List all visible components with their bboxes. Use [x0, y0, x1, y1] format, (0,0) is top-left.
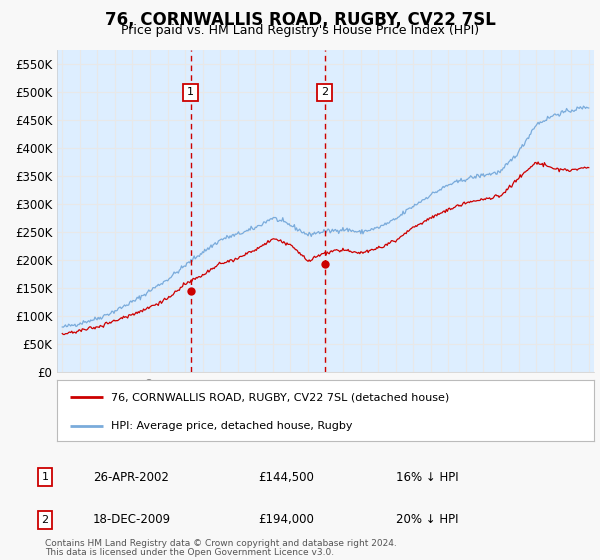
Text: 2: 2	[321, 87, 328, 97]
Text: £194,000: £194,000	[258, 513, 314, 526]
Text: 18-DEC-2009: 18-DEC-2009	[93, 513, 171, 526]
Text: Contains HM Land Registry data © Crown copyright and database right 2024.: Contains HM Land Registry data © Crown c…	[45, 539, 397, 548]
Text: Price paid vs. HM Land Registry's House Price Index (HPI): Price paid vs. HM Land Registry's House …	[121, 24, 479, 36]
Text: £144,500: £144,500	[258, 470, 314, 484]
Text: This data is licensed under the Open Government Licence v3.0.: This data is licensed under the Open Gov…	[45, 548, 334, 557]
Text: 1: 1	[41, 472, 49, 482]
Text: 16% ↓ HPI: 16% ↓ HPI	[396, 470, 458, 484]
Text: 26-APR-2002: 26-APR-2002	[93, 470, 169, 484]
Text: 76, CORNWALLIS ROAD, RUGBY, CV22 7SL (detached house): 76, CORNWALLIS ROAD, RUGBY, CV22 7SL (de…	[111, 392, 449, 402]
Text: 20% ↓ HPI: 20% ↓ HPI	[396, 513, 458, 526]
Text: 1: 1	[187, 87, 194, 97]
Text: 76, CORNWALLIS ROAD, RUGBY, CV22 7SL: 76, CORNWALLIS ROAD, RUGBY, CV22 7SL	[104, 11, 496, 29]
Text: HPI: Average price, detached house, Rugby: HPI: Average price, detached house, Rugb…	[111, 421, 352, 431]
Text: 2: 2	[41, 515, 49, 525]
